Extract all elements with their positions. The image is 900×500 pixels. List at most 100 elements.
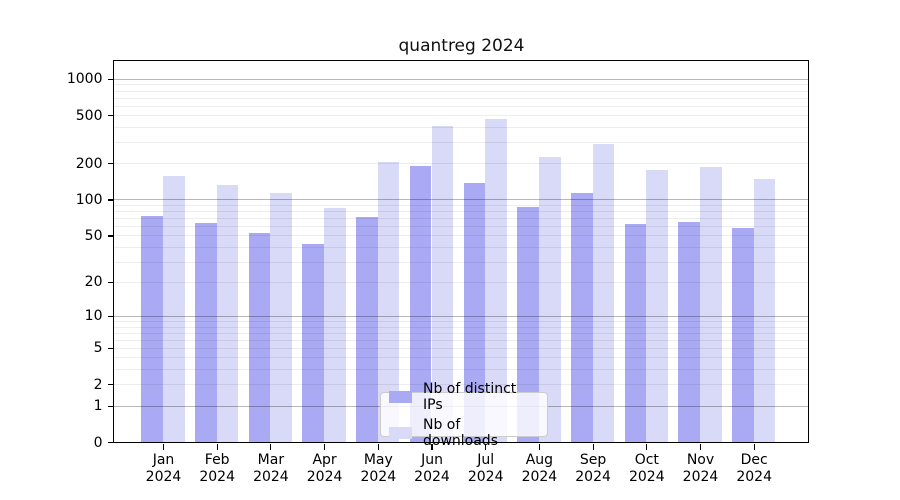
legend-label-downloads: Nb of downloads [423,416,498,449]
gridline-minor [114,142,808,144]
x-tick-year: 2024 [360,468,397,485]
gridline-minor [114,225,808,227]
bar-distinct-ips-mar [248,233,271,442]
gridline-minor [114,339,808,341]
y-tick [107,405,113,407]
bar-distinct-ips-may [356,217,378,442]
x-tick-label-oct: Oct 2024 [619,452,675,486]
plot-area [113,60,809,443]
y-tick [107,235,113,237]
x-tick-label-may: May 2024 [350,452,406,486]
x-tick-label-jul: Jul 2024 [458,452,514,486]
y-tick-label: 0 [93,434,103,451]
x-tick-label-sep: Sep 2024 [565,452,621,486]
gridline-minor [114,235,808,237]
x-tick-month: May [363,451,393,468]
bar-downloads-feb [216,184,239,442]
x-tick-label-aug: Aug 2024 [511,452,567,486]
x-tick [162,444,165,450]
x-tick-year: 2024 [736,468,772,485]
x-tick [324,444,326,450]
x-tick-year: 2024 [414,468,450,485]
bar-distinct-ips-feb [195,223,217,442]
x-tick-year: 2024 [253,468,289,485]
bar-distinct-ips-oct [624,224,647,442]
x-tick-label-nov: Nov 2024 [673,452,729,486]
x-tick [270,444,272,450]
gridline-minor [114,84,808,86]
gridline-minor [114,384,808,386]
x-tick [431,444,433,450]
gridline-minor [114,115,808,117]
legend-row-distinct-ips: Nb of distinct IPs [389,381,539,413]
bar-downloads-aug [538,157,561,442]
legend-row-downloads: Nb of downloads [389,417,539,449]
bar-downloads-apr [324,208,346,442]
bar-downloads-oct [646,170,668,442]
gridline-major [114,315,808,317]
gridline-minor [114,326,808,328]
bar-distinct-ips-dec [732,227,754,442]
x-tick-month: Mar [257,451,285,468]
y-tick-label: 100 [75,191,103,208]
y-tick [107,347,113,349]
bar-distinct-ips-jul [463,183,486,442]
gridline-minor [114,246,808,248]
x-tick-month: Jul [477,451,495,468]
y-tick [107,78,113,81]
x-tick-label-apr: Apr 2024 [297,452,353,486]
x-tick-month: Feb [204,451,230,468]
x-tick-year: 2024 [682,468,719,485]
x-tick [592,444,594,450]
bar-distinct-ips-apr [302,244,325,442]
x-tick [538,444,540,450]
x-tick-month: Jun [421,451,443,468]
x-tick [485,444,487,450]
gridline-minor [114,126,808,128]
gridline-major [114,199,808,201]
bar-downloads-may [377,161,400,442]
gridline-minor [114,163,808,165]
bar-downloads-sep [592,143,615,442]
legend-swatch-downloads [389,426,412,439]
gridline-minor [114,357,808,359]
bar-downloads-jun [431,126,454,442]
x-tick-label-jan: Jan 2024 [136,452,192,486]
y-tick-label: 2 [93,376,103,393]
gridline-minor [114,320,808,322]
bar-distinct-ips-aug [517,207,539,442]
x-tick-month: Apr [312,451,337,468]
bar-distinct-ips-nov [678,221,700,442]
x-tick [753,444,755,450]
x-tick [699,444,702,450]
gridline-minor [114,97,808,99]
y-tick-label: 5 [93,340,103,357]
x-tick [216,444,218,450]
gridline-major [114,78,808,80]
x-tick-label-jun: Jun 2024 [404,452,460,486]
gridline-minor [114,347,808,349]
bar-downloads-dec [753,178,776,442]
legend-swatch-distinct-ips [389,390,412,403]
legend-label-distinct-ips: Nb of distinct IPs [423,380,517,413]
x-tick-year: 2024 [521,468,558,485]
y-tick [107,281,113,284]
x-tick-year: 2024 [145,468,182,485]
y-tick-label: 1 [93,398,103,415]
chart-title: quantreg 2024 [398,36,525,56]
y-tick-label: 200 [75,155,103,172]
y-tick [107,315,113,318]
x-tick [646,444,648,450]
gridline-minor [114,217,808,219]
x-tick-year: 2024 [575,468,611,485]
gridline-minor [114,332,808,334]
gridline-minor [114,211,808,213]
gridline-minor [114,369,808,371]
bar-downloads-mar [270,192,293,442]
y-tick [107,163,113,165]
x-tick [377,444,379,450]
y-tick [107,384,113,386]
x-tick-year: 2024 [628,468,665,485]
x-tick-month: Aug [525,451,554,468]
